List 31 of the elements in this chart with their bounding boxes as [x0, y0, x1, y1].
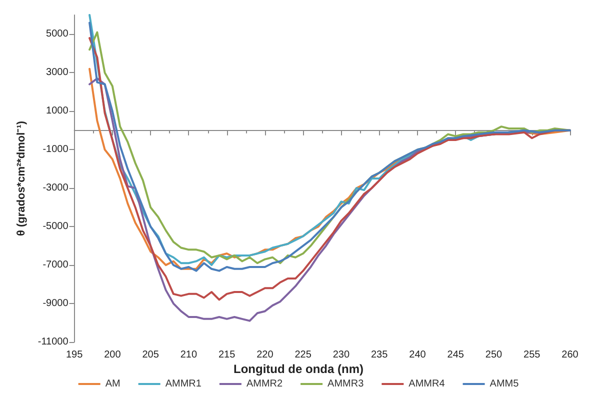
legend-label: AMMR3: [328, 378, 364, 390]
x-tick-label: 210: [180, 350, 198, 360]
legend-label: AMMR2: [246, 378, 283, 390]
legend-label: AM: [105, 378, 120, 390]
legend-label: AMM5: [490, 378, 520, 390]
y-tick-label: 1000: [46, 106, 69, 117]
y-tick-label: -5000: [42, 221, 69, 232]
x-tick-label: 205: [142, 350, 160, 360]
x-tick-label: 250: [485, 350, 503, 360]
x-tick-label: 230: [332, 350, 350, 360]
x-tick-label: 240: [409, 350, 426, 360]
y-tick-label: 5000: [46, 28, 69, 40]
y-tick-label: -1000: [42, 144, 69, 156]
x-tick-label: 195: [66, 350, 84, 360]
x-tick-label: 215: [218, 350, 236, 360]
x-tick-label: 235: [371, 350, 388, 360]
x-tick-label: 260: [562, 350, 579, 360]
x-axis-title: Longitud de onda (nm): [234, 362, 364, 376]
y-tick-label: -11000: [38, 336, 69, 348]
y-tick-label: -7000: [42, 260, 69, 271]
y-tick-label: -3000: [42, 182, 69, 194]
x-tick-label: 245: [447, 350, 464, 360]
x-tick-label: 200: [104, 350, 122, 360]
y-axis-title: θ (grados*cm²*dmol⁻¹): [16, 120, 28, 236]
x-tick-label: 225: [294, 350, 312, 360]
x-tick-label: 220: [256, 350, 274, 360]
legend-label: AMMR1: [165, 378, 202, 390]
legend-label: AMMR4: [408, 378, 446, 390]
y-tick-label: -9000: [42, 298, 69, 310]
y-tick-label: 3000: [46, 67, 69, 78]
x-tick-label: 255: [524, 350, 541, 360]
